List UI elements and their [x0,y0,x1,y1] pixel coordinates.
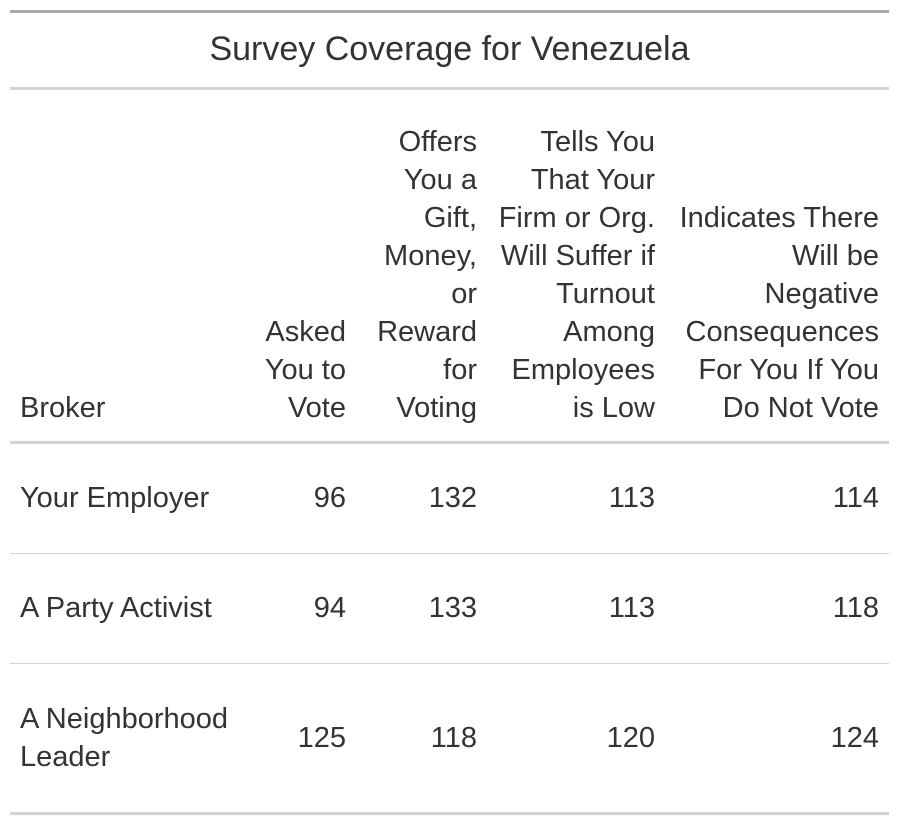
table-cell: 94 [245,553,356,664]
header-row: Broker Asked You to Vote Offers You a Gi… [10,90,889,444]
row-label: Your Employer [10,442,245,554]
table-row: Your Employer 96 132 113 114 [10,442,889,554]
row-label: A Neighborhood Leader [10,663,245,815]
table-cell: 96 [245,442,356,554]
table-cell: 132 [356,442,487,554]
table-row: A Neighborhood Leader 125 118 120 124 [10,663,889,815]
table-cell: 113 [487,442,665,554]
table-cell: 124 [665,663,889,815]
table-cell: 120 [487,663,665,815]
table-container: Survey Coverage for Venezuela Broker Ask… [10,10,889,815]
column-header-broker: Broker [10,90,245,444]
table-cell: 118 [356,663,487,815]
table-title: Survey Coverage for Venezuela [209,30,690,68]
row-label: A Party Activist [10,553,245,664]
column-header-firm-suffer: Tells You That Your Firm or Org. Will Su… [487,90,665,444]
table-cell: 118 [665,553,889,664]
table-cell: 114 [665,442,889,554]
column-header-offers-gift: Offers You a Gift, Money, or Reward for … [356,90,487,444]
top-rule [10,10,889,13]
column-header-negative-consequences: Indicates There Will be Negative Consequ… [665,90,889,444]
coverage-table: Broker Asked You to Vote Offers You a Gi… [10,90,889,815]
table-cell: 113 [487,553,665,664]
table-cell: 125 [245,663,356,815]
column-header-asked-to-vote: Asked You to Vote [245,90,356,444]
table-row: A Party Activist 94 133 113 118 [10,553,889,664]
title-rule [10,87,889,90]
table-cell: 133 [356,553,487,664]
